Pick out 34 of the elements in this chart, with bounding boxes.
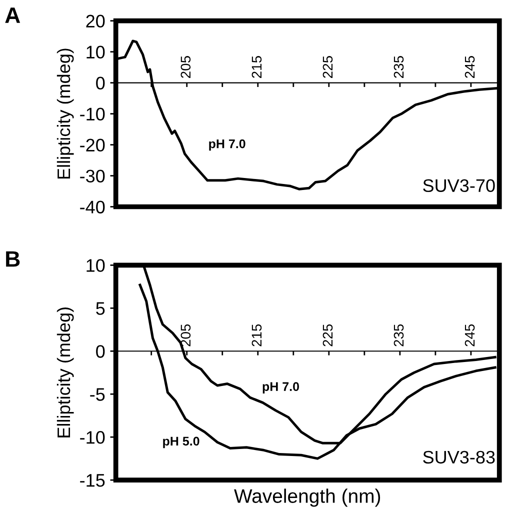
y-axis-title: Ellipticity (mdeg) (56, 48, 74, 179)
x-tick-label: 245 (464, 56, 475, 78)
y-tick-label: -10 (80, 431, 105, 444)
y-tick-label: -10 (80, 108, 105, 121)
y-tick-label: 10 (86, 259, 105, 272)
annotation: SUV3-83 (423, 450, 495, 464)
x-tick-label: 205 (180, 56, 191, 78)
x-tick-label: 235 (394, 324, 404, 346)
annotation: SUV3-70 (423, 179, 495, 192)
text: B (6, 251, 20, 267)
x-axis-title: Wavelength (nm) (234, 488, 380, 507)
y-tick-label: -40 (80, 200, 105, 214)
annotation: pH 5.0 (163, 436, 200, 448)
y-tick-label: 0 (96, 345, 105, 358)
annotation: pH 7.0 (209, 139, 246, 151)
y-tick-label: 20 (86, 14, 105, 28)
y-tick-label: 10 (86, 46, 105, 59)
x-tick-label: 215 (252, 324, 262, 346)
y-tick-label: 5 (96, 302, 105, 315)
x-tick-label: 235 (394, 56, 404, 78)
text: A (5, 8, 20, 23)
y-tick-label: -30 (80, 170, 105, 182)
x-tick-label: 225 (322, 324, 333, 346)
annotation: pH 7.0 (262, 382, 299, 394)
y-tick-label: -5 (90, 388, 105, 401)
y-tick-label: -20 (80, 138, 105, 152)
y-axis-title: Ellipticity (mdeg) (56, 308, 74, 438)
x-tick-label: 205 (180, 324, 191, 346)
x-tick-label: 225 (322, 56, 333, 78)
y-tick-label: -15 (80, 474, 105, 487)
x-tick-label: 245 (464, 324, 475, 346)
y-tick-label: 0 (96, 76, 105, 90)
line-series (116, 40, 498, 190)
x-tick-label: 215 (252, 56, 262, 78)
